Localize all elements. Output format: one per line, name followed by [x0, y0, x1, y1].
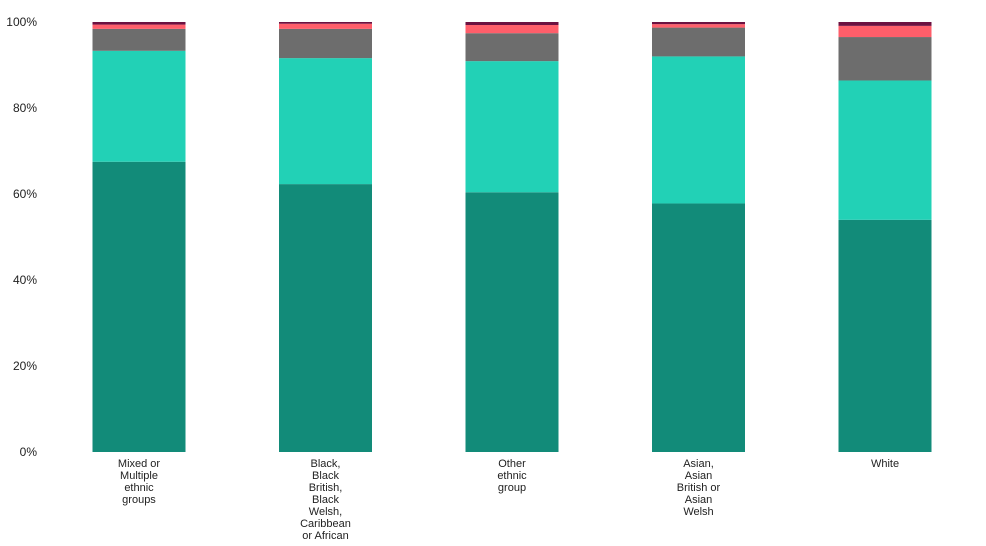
- x-tick-label: Other ethnic group: [497, 458, 527, 494]
- bar-segment: [652, 22, 745, 25]
- bar-segment: [465, 192, 559, 452]
- y-tick-label: 40%: [13, 273, 37, 287]
- y-tick-label: 20%: [13, 359, 37, 373]
- bar-segment: [279, 184, 372, 453]
- x-tick-label: Asian, Asian British or Asian Welsh: [677, 458, 721, 518]
- bar-segment: [465, 22, 559, 26]
- y-tick-label: 80%: [13, 101, 37, 115]
- y-tick-label: 100%: [6, 15, 37, 29]
- bar-segment: [838, 80, 932, 220]
- bar-segment: [465, 61, 559, 193]
- bar-segment: [279, 28, 372, 59]
- bar-segment: [92, 50, 186, 162]
- x-axis: Mixed or Multiple ethnic groups Black, Black B…: [118, 458, 899, 542]
- bar-segment: [92, 161, 186, 452]
- bar-segment: [838, 219, 932, 452]
- bar-segment: [279, 22, 372, 24]
- x-tick-label: White: [871, 458, 899, 470]
- bar-segment: [838, 37, 932, 81]
- bar-segment: [279, 58, 372, 185]
- bar-segment: [652, 56, 745, 204]
- bar-segment: [652, 203, 745, 452]
- bars: [92, 22, 932, 453]
- bar-segment: [652, 27, 745, 57]
- y-tick-label: 60%: [13, 187, 37, 201]
- bar-segment: [838, 22, 932, 26]
- bar-segment: [279, 23, 372, 29]
- bar-segment: [92, 28, 186, 51]
- y-tick-label: 0%: [20, 445, 38, 459]
- x-tick-label: Black, Black British, Black Welsh, Caribbean o…: [300, 458, 351, 542]
- bar-segment: [92, 24, 186, 29]
- bar-segment: [465, 33, 559, 62]
- bar-segment: [652, 24, 745, 28]
- bar-segment: [92, 22, 186, 25]
- bar-segment: [465, 25, 559, 34]
- bar-segment: [838, 25, 932, 38]
- x-tick-label: Mixed or Multiple ethnic groups: [118, 458, 161, 506]
- y-axis: 0% 20% 40% 60% 80% 100%: [6, 15, 37, 459]
